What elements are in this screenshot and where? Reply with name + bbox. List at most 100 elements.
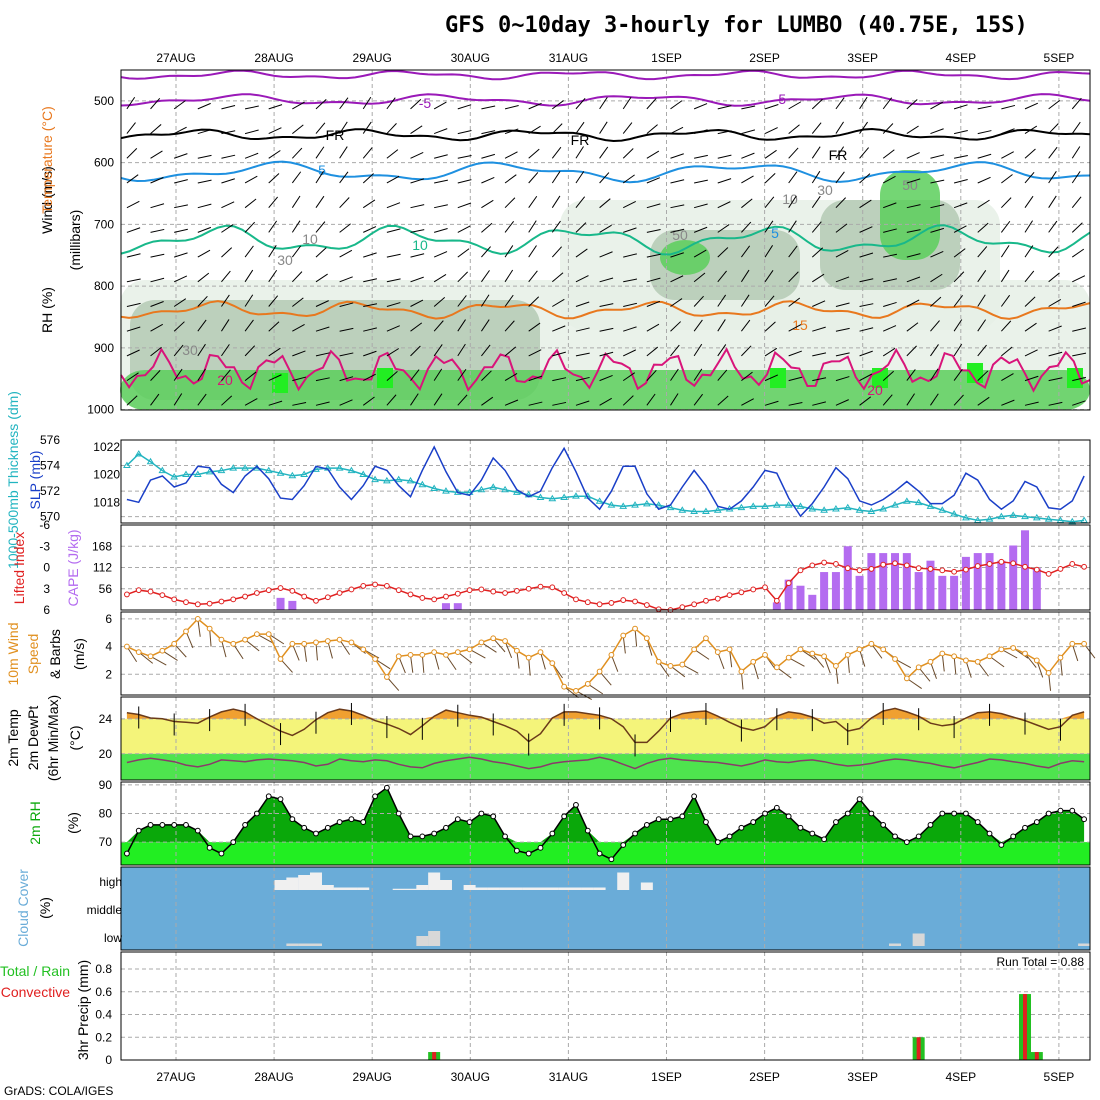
wind-barb: [599, 224, 612, 233]
rh2m-point: [490, 813, 497, 820]
rh2m-point: [301, 824, 308, 831]
wind-barb: [670, 100, 683, 110]
rh2m-point: [773, 804, 780, 811]
wind-barb: [1024, 296, 1036, 307]
cloud-low-bar: [1078, 943, 1091, 946]
wind-barb: [504, 221, 515, 233]
wind-barb: [788, 324, 802, 332]
rh2m-point: [608, 856, 615, 863]
lifted-point: [372, 581, 378, 588]
wind-barb: [906, 393, 915, 406]
wind-barb: [622, 174, 635, 184]
wind-barb: [575, 327, 590, 332]
wind-barb: [882, 325, 897, 332]
rh2m-point: [513, 847, 520, 854]
label-cloud-units-part: (%): [37, 897, 53, 919]
rh-shading: [660, 240, 710, 275]
run-total: Run Total = 0.88: [996, 955, 1084, 969]
wind-barb: [433, 368, 443, 381]
rh2m-point: [927, 822, 934, 828]
wind-barb: [646, 393, 656, 406]
wind-barb-10m: [599, 671, 612, 686]
thickness-point: [950, 510, 958, 517]
wind-barb: [268, 347, 281, 357]
wind-barb: [670, 204, 685, 209]
wind-barb: [150, 150, 163, 159]
wind-barb: [717, 270, 727, 283]
wind-barb: [930, 250, 944, 258]
wind-barb: [930, 393, 939, 406]
temperature-contour: [120, 69, 1091, 81]
cloud-high-bar: [640, 882, 653, 890]
rh2m-line: [126, 786, 1085, 861]
wind-barb: [859, 96, 868, 110]
wind-barb: [292, 124, 304, 134]
wind-barb: [670, 252, 684, 258]
wind-barb: [835, 97, 845, 110]
wind-barb-10m: [457, 651, 473, 664]
cloud-level-tick: low: [104, 931, 122, 945]
lifted-point: [1057, 566, 1064, 572]
wind-barb-10m: [504, 640, 513, 659]
wind-speed-point: [135, 649, 142, 656]
wind-barb: [410, 151, 424, 159]
label-cloud-cover: Cloud Cover: [15, 869, 31, 947]
thickness-point: [749, 502, 758, 509]
wind-barb-10m: [1024, 653, 1037, 668]
wind-barb: [646, 323, 660, 332]
wind-barb: [788, 297, 801, 307]
wind-barb: [174, 179, 188, 184]
top-date-axis: 27AUG 28AUG 29AUG 30AUG 31AUG 1SEP 2SEP 3SEP 4SE…: [156, 51, 1074, 65]
wind-barb: [646, 203, 661, 209]
lifted-point: [856, 567, 863, 574]
wind-barb: [292, 401, 307, 406]
wind-barb: [953, 202, 968, 209]
dewpoint-line: [126, 756, 1085, 770]
lifted-point: [502, 590, 508, 596]
cloud-high-bar: [581, 887, 594, 890]
wind-barb-10m: [410, 654, 414, 673]
wind-speed-point: [703, 635, 709, 642]
wind-barb: [1024, 401, 1039, 406]
lifted-point: [809, 562, 816, 569]
wind-barb: [623, 326, 637, 332]
thickness-tick: 570: [40, 510, 60, 524]
thickness-point: [217, 466, 226, 474]
wind-barb: [883, 301, 897, 307]
wind-barb: [859, 252, 874, 258]
wind-barb: [575, 171, 585, 184]
cloud-low-bar: [912, 933, 925, 946]
wind-speed-point: [762, 651, 768, 658]
wind-barb: [410, 125, 423, 134]
wind-barb: [363, 226, 377, 233]
wind-barb: [268, 400, 283, 406]
rh2m-point: [537, 844, 544, 851]
wind-barb: [504, 346, 517, 357]
temperature-contour: [120, 224, 1091, 256]
wind-barb: [221, 344, 230, 357]
wind-barb: [599, 172, 610, 184]
cloud-high-bar: [286, 877, 299, 890]
label-speed-part: Speed: [25, 634, 41, 674]
wind-speed-point: [301, 640, 308, 647]
wind-barb: [670, 321, 681, 332]
wind-barb: [788, 271, 799, 283]
wind-barb: [244, 371, 257, 381]
rh2m-point: [679, 813, 686, 820]
wind-barb: [126, 302, 141, 307]
wind-barb: [764, 127, 778, 135]
precip-frame: [120, 951, 1091, 1061]
wind-barb: [930, 128, 944, 135]
contour-label: 10: [302, 231, 318, 247]
wind-barb: [906, 178, 921, 184]
precip-conv-bar: [1023, 994, 1028, 1060]
wind-barb: [268, 104, 283, 110]
thickness-point: [418, 480, 427, 488]
wind-barb: [835, 399, 849, 406]
wind-barb: [197, 154, 212, 159]
wind-barb: [386, 348, 400, 357]
temp2m-panel: 24 20: [99, 696, 1091, 781]
wind-barb: [930, 296, 942, 307]
rh2m-point: [915, 833, 922, 840]
wind-barb: [599, 277, 614, 283]
